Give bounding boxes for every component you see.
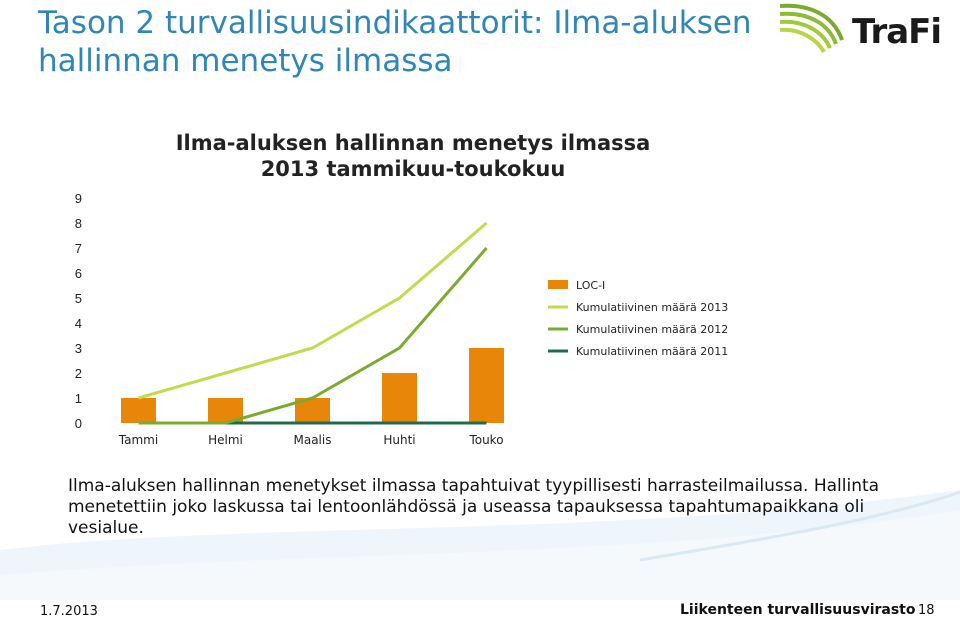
loc-i-chart: Ilma-aluksen hallinnan menetys ilmassa 2… [75,131,729,447]
x-tick-label: Huhti [383,433,415,447]
line-series-2013 [138,221,488,400]
slide-title: Tason 2 turvallisuusindikaattorit: Ilma-… [38,5,752,79]
y-tick-label: 8 [75,216,82,231]
y-tick-label: 1 [75,391,82,406]
x-tick-label: Helmi [208,433,243,447]
line-series-2012 [138,247,488,425]
y-tick-label: 7 [75,241,82,256]
footer-date: 1.7.2013 [40,604,98,619]
y-tick-label: 6 [75,266,82,281]
legend-label: Kumulatiivinen määrä 2013 [576,301,728,314]
legend-swatch-loc-i [548,280,568,289]
slide-body-text: Ilma-aluksen hallinnan menetykset ilmass… [68,476,880,538]
chart-title-line-2: 2013 tammikuu-toukokuu [261,157,566,181]
decorative-wave [0,490,960,600]
y-tick-label: 3 [75,341,82,356]
x-tick-label: Maalis [294,433,332,447]
y-tick-label: 9 [75,191,82,206]
legend-label: Kumulatiivinen määrä 2012 [576,323,728,336]
legend-label: Kumulatiivinen määrä 2011 [576,345,728,358]
page-number: 18 [918,603,935,618]
bar-huhti [382,373,417,423]
trafi-logo [779,3,844,54]
x-tick-label: Touko [468,433,503,447]
y-tick-label: 5 [75,291,82,306]
y-tick-label: 4 [75,316,82,331]
bar-touko [469,348,504,423]
legend-label: LOC-I [576,279,605,292]
y-tick-label: 2 [75,366,82,381]
bar-tammi [121,398,156,423]
chart-title-line-1: Ilma-aluksen hallinnan menetys ilmassa [176,131,651,155]
logo-text: TraFi [852,12,942,52]
footer-organization: Liikenteen turvallisuusvirasto [680,602,916,618]
y-tick-label: 0 [75,416,82,431]
x-tick-label: Tammi [118,433,158,447]
